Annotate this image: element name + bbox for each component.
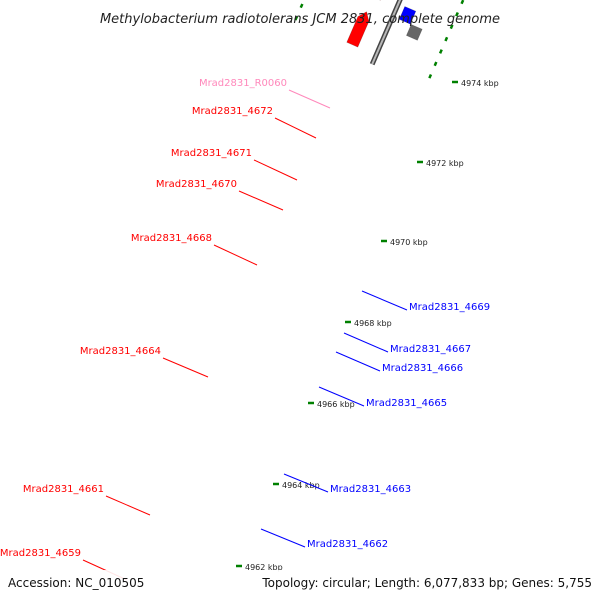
ruler-label: 4966 kbp <box>317 400 355 409</box>
label-leader-line <box>318 386 365 407</box>
label-leader-line <box>283 473 329 493</box>
genome-summary-text: Topology: circular; Length: 6,077,833 bp… <box>261 576 592 590</box>
gene-label: Mrad2831_R0060 <box>199 78 287 89</box>
ruler-dot <box>455 12 459 17</box>
gene-label: Mrad2831_4663 <box>330 484 411 495</box>
gene-label: Mrad2831_4665 <box>366 398 447 409</box>
label-leader-line <box>213 244 258 266</box>
gene-label: Mrad2831_4669 <box>409 302 490 313</box>
gene-feature <box>406 24 423 41</box>
footer-background <box>0 570 600 600</box>
ruler-dot <box>444 36 449 42</box>
label-leader-line <box>343 332 389 353</box>
gene-label: Mrad2831_4664 <box>80 346 161 357</box>
label-leader-line <box>288 89 331 109</box>
gene-label: Mrad2831_4668 <box>131 233 212 244</box>
gene-feature <box>398 6 417 25</box>
label-leader-line <box>162 357 209 378</box>
gene-feature <box>346 11 370 48</box>
ruler-dot <box>294 15 299 21</box>
ruler-dot <box>449 24 454 30</box>
ruler-label: 4974 kbp <box>461 79 499 88</box>
gene-features <box>346 0 423 48</box>
gene-label: Mrad2831_4661 <box>23 484 104 495</box>
ruler-dot <box>428 73 433 79</box>
ruler-dot <box>299 3 304 9</box>
label-leader-line <box>361 290 408 311</box>
gene-label: Mrad2831_4662 <box>307 539 388 550</box>
gene-labels: Mrad2831_R0060 Mrad2831_4672 Mrad2831_4671… <box>0 78 490 581</box>
gene-label: Mrad2831_4666 <box>382 363 463 374</box>
ruler-track: 4974 kbp 4972 kbp 4970 kbp 4968 kbp 4966 kbp… <box>236 0 499 572</box>
accession-text: Accession: NC_010505 <box>8 576 144 590</box>
label-leader-line <box>238 190 284 211</box>
label-leader-line <box>253 159 298 181</box>
label-leader-line <box>260 528 306 548</box>
ruler-dot <box>433 61 438 67</box>
ruler-dot <box>438 49 443 54</box>
ruler-label: 4968 kbp <box>354 319 392 328</box>
ruler-label: 4970 kbp <box>390 238 428 247</box>
gene-label: Mrad2831_4671 <box>171 148 252 159</box>
label-leader-line <box>105 495 151 516</box>
ruler-label: 4972 kbp <box>426 159 464 168</box>
ruler-label: 4962 kbp <box>245 563 283 572</box>
gene-label: Mrad2831_4659 <box>0 548 81 559</box>
label-leader-line <box>274 117 317 139</box>
ruler-dot <box>460 0 465 5</box>
gene-label: Mrad2831_4672 <box>192 106 273 117</box>
gene-label: Mrad2831_4670 <box>156 179 237 190</box>
label-leader-line <box>335 351 381 372</box>
ruler-label: 4964 kbp <box>282 481 320 490</box>
gene-label: Mrad2831_4667 <box>390 344 471 355</box>
map-title: Methylobacterium radiotolerans JCM 2831,… <box>100 12 500 27</box>
